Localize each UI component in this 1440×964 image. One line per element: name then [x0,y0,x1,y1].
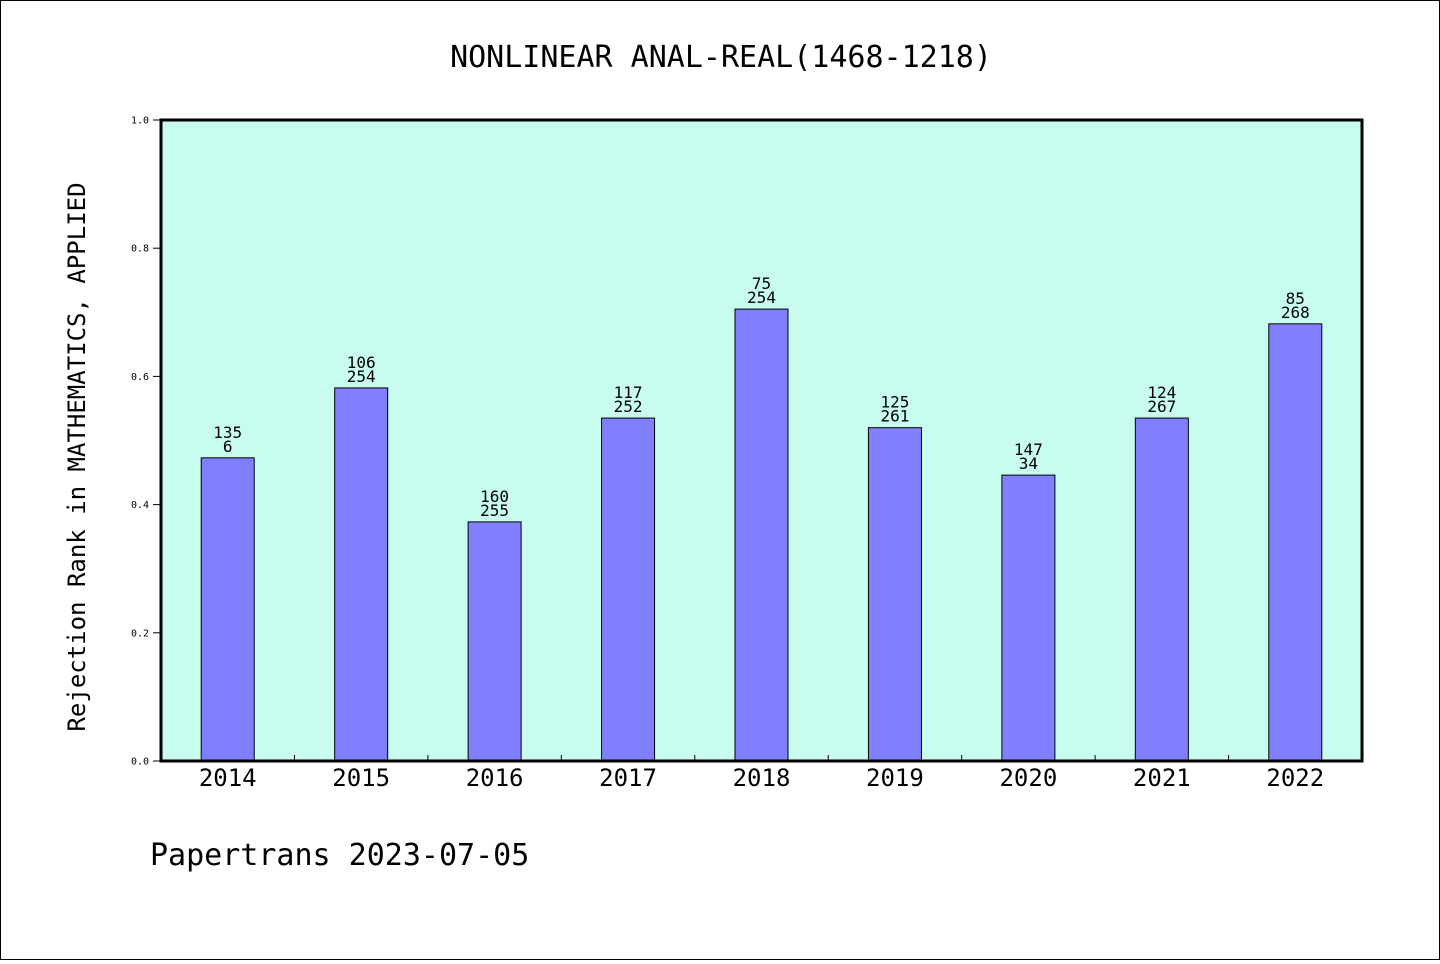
data-label-top: 147 [1014,440,1043,459]
x-tick-label: 2022 [1266,764,1324,792]
x-tick-label: 2015 [332,764,390,792]
data-label-top: 135 [213,423,242,442]
data-label-bottom: 255 [480,501,509,520]
y-axis-ticks: 0.0 0.2 0.4 0.6 0.8 1.0 [131,116,161,768]
y-tick-label: 1.0 [131,116,149,127]
bar [1001,474,1056,762]
data-label-top: 75 [752,274,771,293]
data-label-bottom: 252 [614,397,643,416]
data-label-top: 124 [1147,383,1176,402]
x-tick-label: 2017 [599,764,657,792]
y-axis-label: Rejection Rank in MATHEMATICS, APPLIED [63,182,91,731]
data-label-top: 106 [347,353,376,372]
chart-title: NONLINEAR ANAL-REAL(1468-1218) [450,40,992,75]
bar [200,457,255,762]
plot-border [159,118,1364,763]
bars [200,308,1323,762]
y-tick-label: 0.2 [131,628,149,639]
data-label-top: 125 [880,393,909,412]
x-axis-ticks: 2014 2015 2016 2017 2018 2019 2020 2021 2022 [199,755,1324,792]
x-tick-label: 2014 [199,764,257,792]
footer-credit: Papertrans 2023-07-05 [150,838,529,873]
data-label-bottom: 254 [347,367,376,386]
data-label-bottom: 6 [223,437,233,456]
y-tick-label: 0.0 [131,757,149,768]
bar [334,387,389,762]
data-label-top: 117 [614,383,643,402]
data-label-bottom: 261 [880,407,909,426]
y-tick-label: 0.6 [131,372,149,383]
bar [867,427,922,762]
data-label-bottom: 267 [1147,397,1176,416]
y-tick-label: 0.4 [131,500,149,511]
data-label-bottom: 268 [1281,303,1310,322]
x-tick-label: 2021 [1133,764,1191,792]
x-tick-label: 2019 [866,764,924,792]
x-tick-label: 2016 [466,764,524,792]
y-tick-label: 0.8 [131,244,149,255]
bar [1268,323,1323,762]
data-label-top: 85 [1286,289,1305,308]
bar [1134,417,1189,762]
data-label-bottom: 34 [1019,454,1038,473]
bar [467,521,522,762]
bar [601,417,656,762]
data-label-top: 160 [480,487,509,506]
x-tick-label: 2020 [999,764,1057,792]
data-labels: 1356106254160255117252752541252611473412… [213,274,1309,520]
bar [734,308,789,762]
x-tick-label: 2018 [733,764,791,792]
data-label-bottom: 254 [747,288,776,307]
